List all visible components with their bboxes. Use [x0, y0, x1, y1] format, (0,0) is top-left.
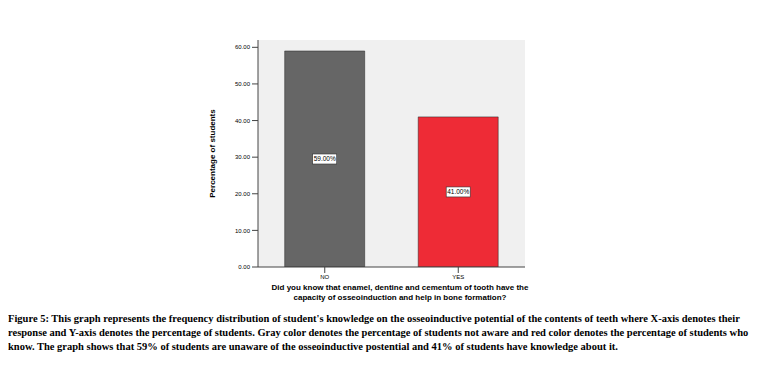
- svg-text:10.00: 10.00: [235, 228, 251, 234]
- svg-text:30.00: 30.00: [235, 154, 251, 160]
- svg-text:40.00: 40.00: [235, 118, 251, 124]
- svg-text:NO: NO: [320, 274, 329, 280]
- svg-text:41.00%: 41.00%: [447, 188, 469, 195]
- svg-text:59.00%: 59.00%: [314, 155, 336, 162]
- svg-text:60.00: 60.00: [235, 44, 251, 50]
- svg-text:50.00: 50.00: [235, 81, 251, 87]
- svg-text:20.00: 20.00: [235, 191, 251, 197]
- html-text:Figure 5: This graph represent: Figure 5: This graph represents the freq…: [8, 313, 749, 352]
- svg-text:0.00: 0.00: [238, 264, 250, 270]
- html-text:Did you know that enamel, dent: Did you know that enamel, dentine and ce…: [271, 283, 529, 302]
- svg-text:Percentage of students: Percentage of students: [208, 109, 217, 198]
- svg-text:YES: YES: [452, 274, 464, 280]
